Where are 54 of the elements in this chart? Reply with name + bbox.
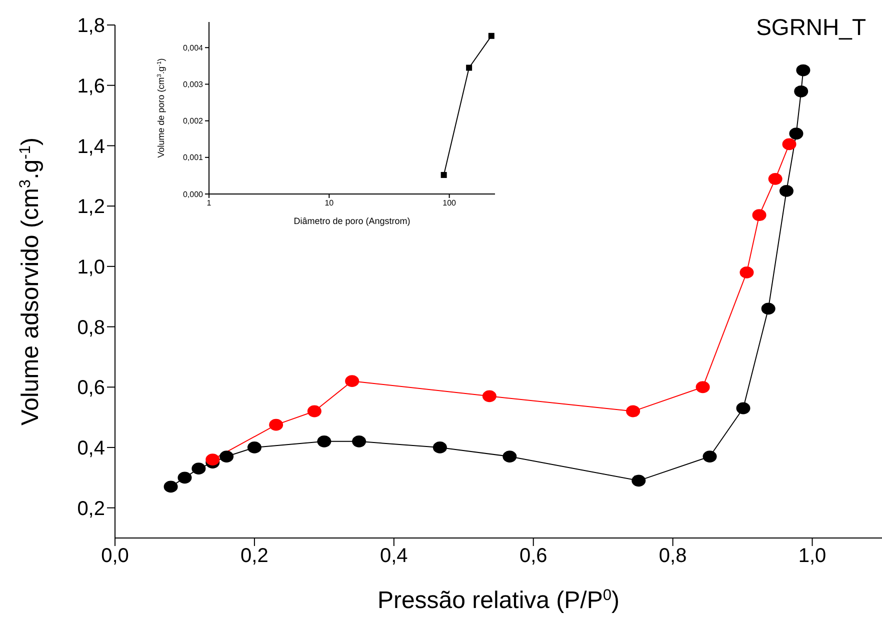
point [206, 454, 220, 466]
point [247, 442, 262, 454]
point [779, 185, 794, 197]
point [752, 209, 766, 222]
point [632, 474, 646, 487]
x-axis-title: Pressão relativa (P/P$^{0}$) [377, 586, 620, 614]
point [307, 405, 322, 418]
point [352, 435, 366, 448]
point [502, 450, 517, 462]
point [164, 480, 178, 493]
point [269, 418, 284, 431]
point [736, 402, 750, 414]
point [782, 138, 796, 150]
point [702, 450, 717, 462]
y-tick-label: 0,4 [77, 438, 105, 460]
x-tick-label: 0,8 [658, 545, 687, 568]
point [696, 381, 710, 394]
point [740, 266, 754, 278]
y-tick-label: 0,003 [182, 80, 204, 90]
point [178, 472, 192, 484]
y-tick-label: 1,4 [77, 136, 105, 158]
y-tick-label: 0,000 [182, 190, 204, 199]
x-tick-label: 1 [206, 198, 212, 208]
point [768, 172, 782, 185]
y-tick-label: 1,0 [77, 256, 105, 279]
point [796, 64, 810, 76]
x-tick-label: 10 [324, 198, 334, 208]
x-tick-label: 0,6 [519, 545, 548, 568]
point [317, 435, 332, 448]
point [794, 85, 808, 98]
annotation: SGRNH_T [756, 14, 866, 41]
point [345, 375, 360, 388]
point [220, 450, 234, 462]
point [192, 462, 206, 475]
y-tick-label: 0,001 [182, 153, 204, 162]
point [482, 390, 496, 402]
x-axis-title: Diâmetro de poro (Angstrom) [294, 216, 410, 226]
y-tick-label: 1,8 [77, 15, 105, 38]
y-tick-label: 1,6 [77, 75, 105, 98]
x-tick-label: 0,4 [380, 545, 408, 568]
y-tick-label: 0,8 [77, 316, 105, 339]
y-tick-label: 0,002 [182, 116, 204, 126]
x-tick-label: 0,0 [101, 545, 129, 568]
x-tick-label: 1,0 [798, 545, 826, 568]
y-tick-label: 0,004 [182, 43, 204, 52]
point [761, 302, 776, 315]
point [432, 442, 447, 454]
x-tick-label: 0,2 [240, 545, 268, 568]
x-tick-label: 100 [442, 198, 457, 208]
y-tick-label: 0,2 [77, 498, 105, 520]
y-tick-label: 0,6 [77, 377, 105, 400]
point [789, 128, 804, 140]
point [626, 405, 640, 418]
y-tick-label: 1,2 [77, 196, 105, 218]
